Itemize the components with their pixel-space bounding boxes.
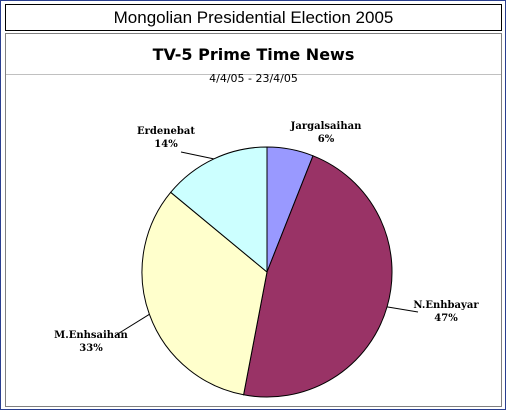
- chart-title: TV-5 Prime Time News: [6, 34, 501, 75]
- leader-line: [115, 313, 150, 336]
- window-title: Mongolian Presidential Election 2005: [5, 4, 502, 31]
- slice-name-label: M.Enhsaihan: [54, 330, 128, 341]
- pie-chart: Jargalsaihan 6% N.Enhbayar 47% M.Enhsaihan 33…: [54, 121, 479, 398]
- slice-name-label: Jargalsaihan: [290, 121, 362, 132]
- chart-date-range: 4/4/05 - 23/4/05: [209, 72, 298, 85]
- slice-percent-label: 6%: [318, 134, 335, 145]
- slice-percent-label: 14%: [154, 139, 178, 150]
- chart-area: TV-5 Prime Time News 4/4/05 - 23/4/05 Ja…: [5, 33, 502, 407]
- slice-percent-label: 33%: [79, 343, 103, 354]
- leader-line: [180, 151, 214, 160]
- slice-name-label: N.Enhbayar: [413, 300, 479, 311]
- slice-name-label: Erdenebat: [137, 126, 195, 137]
- leader-line: [386, 306, 419, 313]
- slice-percent-label: 47%: [434, 313, 458, 324]
